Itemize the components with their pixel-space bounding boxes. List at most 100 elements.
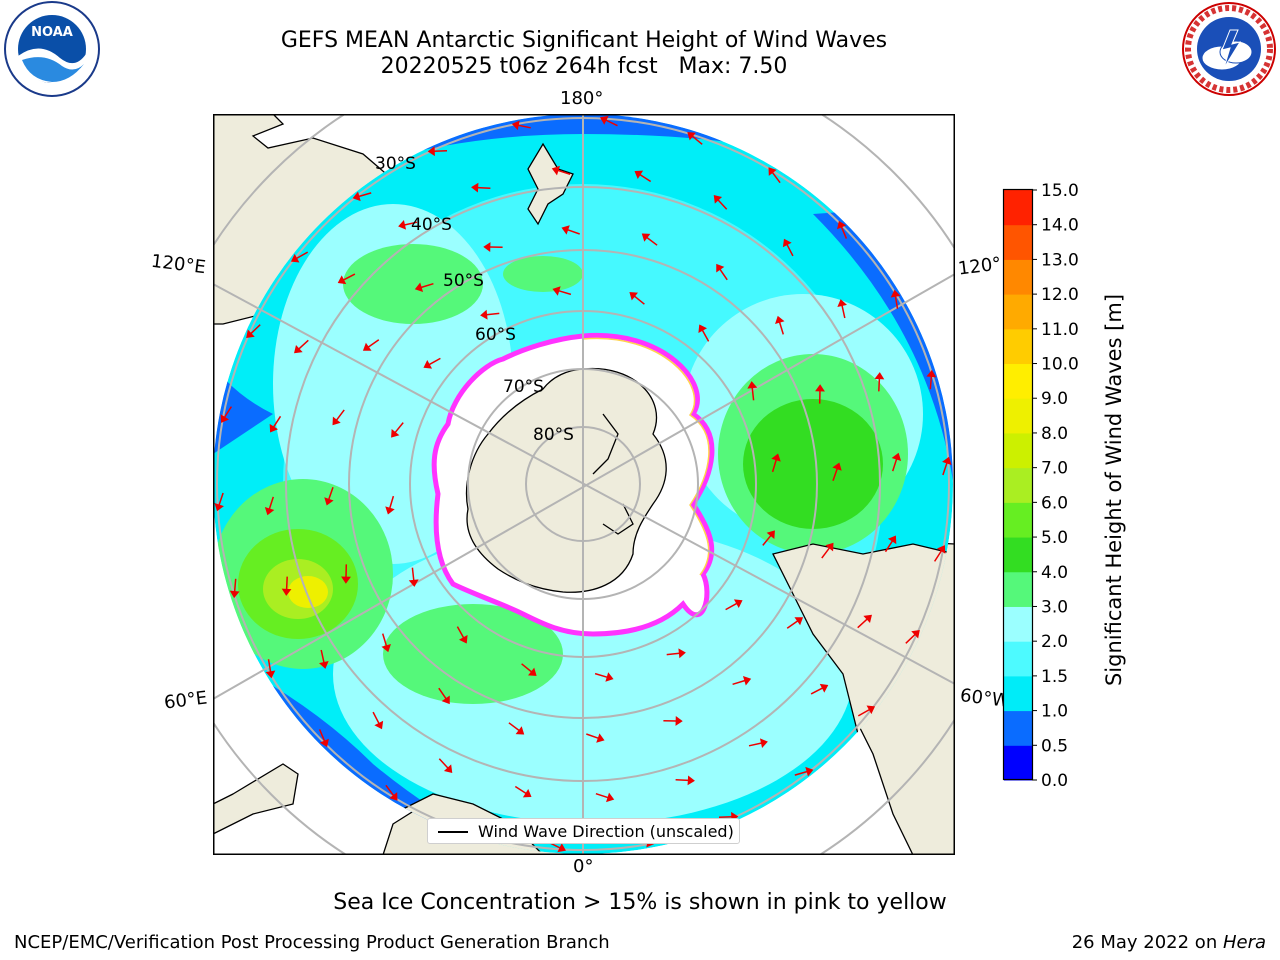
map-subtitle: 20220525 t06z 264h fcst Max: 7.50 (380, 54, 788, 79)
wave-direction-arrow (267, 659, 272, 673)
wave-direction-arrowhead (675, 716, 683, 726)
wave-direction-arrowhead (629, 292, 638, 301)
wave-direction-arrowhead (441, 695, 450, 705)
wave-direction-arrow (394, 422, 404, 434)
lon-label-180: 180° (560, 88, 604, 109)
wave-direction-arrowhead (641, 233, 651, 242)
wave-direction-arrowhead (528, 667, 537, 676)
wave-direction-arrow (933, 550, 943, 562)
wave-direction-arrowhead (352, 191, 361, 202)
colorbar-tick-label: 13.0 (1041, 250, 1079, 270)
wave-direction-arrowhead (866, 705, 876, 715)
colorbar-tick-label: 1.5 (1041, 667, 1068, 687)
wave-direction-arrowhead (427, 146, 435, 157)
colorbar-tick-label: 5.0 (1041, 528, 1068, 548)
legend-line-icon (438, 831, 468, 833)
wave-direction-arrow (905, 633, 916, 644)
wave-direction-arrowhead (890, 289, 901, 298)
wave-direction-arrowhead (687, 775, 695, 786)
wave-direction-arrowhead (408, 579, 419, 587)
wave-direction-arrow (285, 576, 288, 590)
nws-logo (1182, 2, 1276, 96)
wave-direction-arrow (841, 305, 846, 319)
wave-direction-arrowhead (319, 660, 329, 669)
colorbar-tick-label: 0.5 (1041, 736, 1068, 756)
colorbar-block (1004, 224, 1032, 260)
wave-direction-arrow (385, 784, 395, 797)
colorbar-block (1004, 398, 1032, 434)
wave-direction-arrow (675, 779, 689, 782)
wave-direction-arrowhead (290, 253, 300, 263)
wave-direction-arrowhead (936, 545, 946, 554)
wave-direction-arrow (517, 124, 531, 129)
wave-direction-arrow (320, 649, 325, 663)
colorbar-block (1004, 710, 1032, 746)
wave-direction-arrowhead (634, 170, 644, 180)
wave-direction-arrow (840, 226, 848, 239)
wave-direction-arrow (771, 171, 781, 184)
wave-direction-arrowhead (471, 182, 479, 193)
wave-direction-arrow (894, 295, 899, 309)
colorbar-tick-label: 10.0 (1041, 355, 1079, 375)
wave-direction-arrow (404, 221, 418, 226)
colorbar-block (1004, 328, 1032, 365)
wave-direction-arrowhead (794, 617, 804, 626)
wave-direction-arrow (428, 357, 441, 366)
wave-direction-arrowhead (220, 414, 230, 423)
polar-map: 30°S 40°S 50°S 60°S 70°S 80°S (213, 114, 955, 855)
wave-direction-arrow (762, 534, 772, 546)
wave-direction-arrow (268, 496, 275, 510)
wave-direction-arrow (646, 236, 658, 246)
wave-direction-arrow (456, 626, 465, 639)
wave-direction-arrow (411, 567, 415, 581)
footer-date: 26 May 2022 on Hera (1072, 932, 1266, 953)
wave-direction-arrow (732, 679, 746, 686)
wave-direction-arrow (514, 785, 527, 795)
wave-direction-arrow (717, 199, 728, 210)
wave-direction-arrowhead (874, 372, 885, 380)
wave-direction-arrowhead (771, 453, 781, 462)
wave-direction-arrow (250, 324, 261, 335)
colorbar-blocks (1004, 190, 1032, 781)
wave-direction-arrow (438, 758, 449, 769)
wave-direction-arrow (318, 729, 326, 742)
wave-direction-arrowhead (825, 542, 834, 552)
wave-direction-arrow (433, 149, 448, 152)
wave-direction-arrow (233, 578, 237, 592)
wave-direction-arrow (725, 602, 738, 611)
wave-direction-arrow (786, 243, 794, 257)
wave-direction-arrowhead (458, 634, 468, 644)
wave-direction-arrowhead (324, 497, 334, 506)
wave-direction-arrowhead (332, 416, 341, 426)
wave-direction-arrow (327, 487, 334, 500)
sea-ice-caption: Sea Ice Concentration > 15% is shown in … (333, 890, 947, 915)
wave-direction-arrow (748, 742, 762, 747)
wave-direction-arrow (218, 492, 224, 506)
wave-direction-arrowhead (483, 242, 491, 252)
wave-direction-arrow (558, 289, 572, 296)
wave-direction-arrow (272, 415, 282, 428)
colorbar-block (1004, 571, 1032, 607)
wave-direction-arrow (821, 547, 831, 559)
colorbar-tick-label: 4.0 (1041, 563, 1068, 583)
colorbar-block (1004, 675, 1032, 712)
lat-label-30: 30°S (375, 154, 416, 174)
wave-direction-arrowhead (768, 167, 777, 176)
colorbar-block (1004, 537, 1032, 573)
colorbar-title: Significant Height of Wind Waves [m] (1102, 293, 1126, 687)
wave-direction-arrowhead (926, 369, 937, 378)
wave-direction-arrowhead (887, 535, 897, 545)
wave-direction-arrowhead (713, 195, 723, 204)
wave-direction-arrowhead (942, 456, 952, 465)
wave-direction-arrow (381, 633, 388, 647)
wave-direction-arrowhead (605, 672, 614, 682)
wave-direction-arrow (786, 620, 799, 629)
wave-direction-arrow (857, 618, 868, 629)
wave-direction-arrowhead (766, 530, 775, 539)
wave-direction-arrowhead (837, 220, 847, 230)
wave-direction-arrow (335, 409, 345, 421)
wave-direction-arrowhead (319, 738, 329, 748)
wave-direction-arrow (810, 687, 824, 695)
wave-direction-arrow (719, 268, 728, 281)
wave-direction-arrowhead (837, 299, 847, 308)
